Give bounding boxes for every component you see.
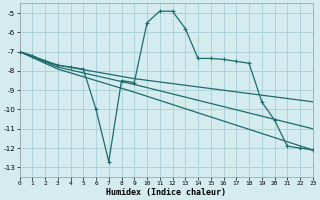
X-axis label: Humidex (Indice chaleur): Humidex (Indice chaleur) [106, 188, 226, 197]
